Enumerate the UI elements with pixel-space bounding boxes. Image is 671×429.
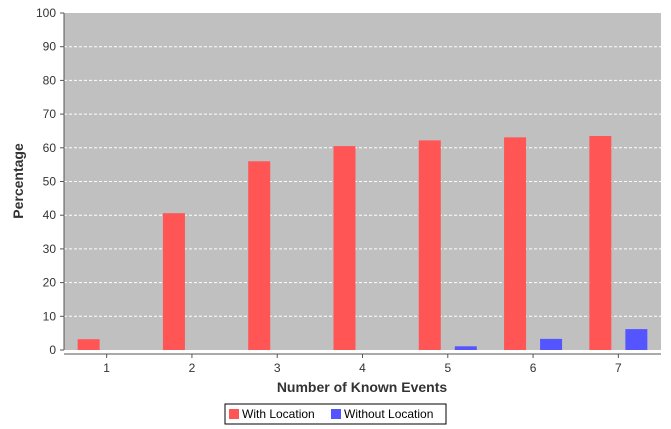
y-tick-label: 0 [49,343,56,357]
bar-with-location [418,140,441,350]
y-tick-label: 70 [43,107,57,121]
legend-label-with-location: With Location [242,407,315,421]
bar-with-location [77,339,100,350]
x-tick-label: 6 [530,361,537,375]
y-tick-label: 40 [43,208,57,222]
x-tick-label: 1 [103,361,110,375]
x-ticks: 1 2 3 4 5 6 7 [103,354,622,375]
y-tick-label: 100 [36,6,56,20]
y-tick-label: 80 [43,73,57,87]
bar-with-location [333,146,356,350]
y-tick-label: 20 [43,276,57,290]
y-tick-label: 30 [43,242,57,256]
y-tick-label: 90 [43,40,57,54]
bars [77,136,648,350]
x-tick-label: 3 [274,361,281,375]
bar-without-location [540,338,563,350]
bar-with-location [589,136,612,350]
legend-label-without-location: Without Location [344,407,433,421]
bar-with-location [248,161,271,350]
y-tick-label: 10 [43,309,57,323]
x-axis-title: Number of Known Events [277,379,448,395]
x-tick-label: 5 [444,361,451,375]
x-tick-label: 7 [615,361,622,375]
legend-swatch-with-location [229,409,239,419]
bar-without-location [625,329,648,350]
y-tick-label: 50 [43,175,57,189]
gridlines [64,46,661,317]
legend: With Location Without Location [224,403,447,425]
y-tick-label: 60 [43,141,57,155]
x-tick-label: 2 [189,361,196,375]
legend-swatch-without-location [331,409,341,419]
y-axis-title: Percentage [10,143,26,219]
bar-with-location [504,137,527,350]
x-tick-label: 4 [359,361,366,375]
bar-with-location [162,213,185,350]
bar-without-location [454,346,477,350]
y-ticks: 0 10 20 30 40 50 60 70 80 90 100 [36,6,64,357]
